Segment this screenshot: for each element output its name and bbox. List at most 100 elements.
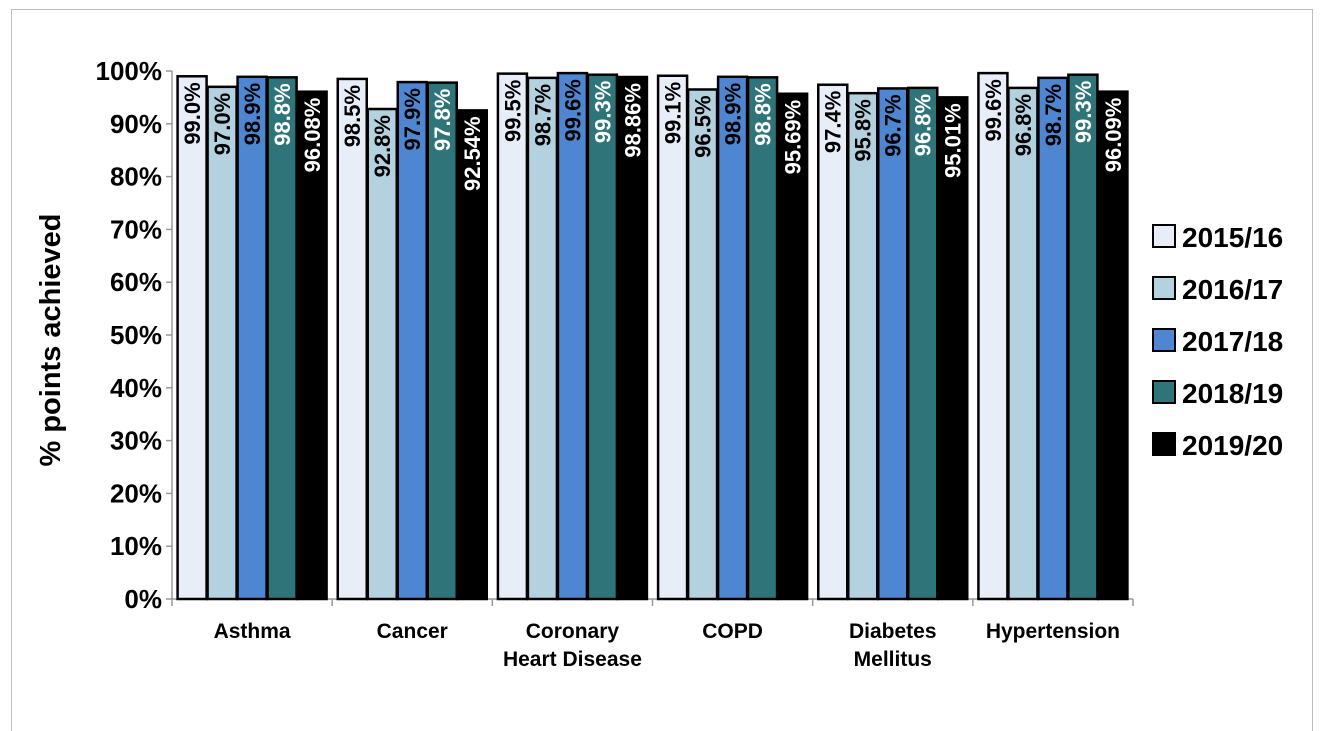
data-label: 95.69% bbox=[781, 100, 806, 175]
x-tick-label-line: Cancer bbox=[377, 620, 448, 643]
data-label: 92.8% bbox=[370, 115, 395, 177]
data-label: 98.86% bbox=[620, 83, 645, 158]
legend-swatch bbox=[1152, 276, 1176, 300]
y-tick-label: 60% bbox=[110, 267, 162, 297]
legend-label: 2018/19 bbox=[1182, 378, 1283, 409]
bar bbox=[1067, 73, 1099, 601]
data-label: 98.5% bbox=[340, 85, 365, 147]
legend-label: 2015/16 bbox=[1182, 222, 1283, 253]
bar bbox=[556, 71, 589, 601]
bar bbox=[847, 91, 879, 601]
data-label: 95.01% bbox=[941, 103, 966, 178]
bar bbox=[686, 88, 719, 601]
bar bbox=[746, 76, 779, 601]
y-tick-label: 70% bbox=[110, 214, 162, 244]
data-label: 96.5% bbox=[691, 95, 716, 157]
bar bbox=[236, 75, 268, 601]
x-tick-label: COPD bbox=[702, 620, 763, 643]
data-label: 99.3% bbox=[590, 81, 615, 143]
data-label: 97.0% bbox=[210, 93, 235, 155]
chart-frame bbox=[11, 9, 1313, 731]
data-label: 99.0% bbox=[180, 82, 205, 144]
bar bbox=[366, 107, 398, 601]
data-label: 96.8% bbox=[1011, 94, 1036, 156]
y-tick-label: 100% bbox=[96, 56, 163, 86]
data-label: 99.5% bbox=[500, 80, 525, 142]
legend-swatch bbox=[1152, 380, 1176, 404]
bar bbox=[937, 96, 969, 601]
bar bbox=[206, 85, 238, 601]
bar bbox=[656, 74, 689, 601]
data-label: 97.8% bbox=[430, 89, 455, 151]
bar bbox=[396, 80, 428, 601]
data-label: 99.6% bbox=[560, 79, 585, 141]
legend-label: 2016/17 bbox=[1182, 274, 1283, 305]
y-tick-label: 90% bbox=[110, 109, 162, 139]
x-tick-label-line: Hypertension bbox=[986, 620, 1120, 643]
x-tick-label: Asthma bbox=[214, 620, 291, 643]
data-labels: 99.0% 97.0% 98.9% 98.8% 96.08% 98.5% 92.8% 97.9… bbox=[180, 79, 1126, 191]
legend: 2015/16 2016/17 2017/18 2018/19 2019/20 bbox=[1152, 222, 1283, 461]
y-tick-label: 10% bbox=[110, 531, 162, 561]
x-tick-label: Cancer bbox=[377, 620, 448, 643]
data-label: 92.54% bbox=[460, 116, 485, 191]
x-tick-label-line: COPD bbox=[702, 620, 763, 643]
data-label: 99.3% bbox=[1071, 81, 1096, 143]
data-label: 98.7% bbox=[530, 84, 555, 146]
y-tick-label: 30% bbox=[110, 426, 162, 456]
data-label: 98.7% bbox=[1041, 84, 1066, 146]
x-tick-label-line: Coronary bbox=[526, 620, 620, 643]
data-label: 95.8% bbox=[851, 99, 876, 161]
bar bbox=[877, 87, 909, 601]
bar bbox=[296, 90, 328, 601]
bar bbox=[426, 81, 458, 601]
bar bbox=[336, 77, 368, 601]
bar bbox=[977, 71, 1009, 601]
bar bbox=[586, 73, 619, 601]
legend-label: 2017/18 bbox=[1182, 326, 1283, 357]
data-label: 99.1% bbox=[661, 82, 686, 144]
bar bbox=[907, 86, 939, 601]
x-tick-label-line: Asthma bbox=[214, 620, 291, 643]
bar bbox=[266, 76, 298, 601]
bar bbox=[176, 75, 208, 601]
legend-swatch bbox=[1152, 224, 1176, 248]
data-label: 98.9% bbox=[721, 83, 746, 145]
legend-label: 2019/20 bbox=[1182, 430, 1283, 461]
bar bbox=[716, 75, 749, 601]
bar bbox=[616, 75, 649, 601]
data-label: 96.7% bbox=[881, 94, 906, 156]
data-label: 96.09% bbox=[1101, 98, 1126, 173]
y-tick-label: 20% bbox=[110, 478, 162, 508]
data-label: 99.6% bbox=[981, 79, 1006, 141]
data-label: 98.8% bbox=[751, 83, 776, 145]
bar bbox=[1007, 86, 1039, 601]
bar bbox=[456, 109, 488, 601]
x-tick-label: Diabetes Mellitus bbox=[849, 620, 937, 671]
x-tick-label: Coronary Heart Disease bbox=[503, 620, 642, 671]
data-label: 98.8% bbox=[270, 83, 295, 145]
bar bbox=[776, 92, 809, 601]
bar bbox=[1097, 90, 1129, 601]
y-tick-label: 0% bbox=[124, 584, 162, 614]
y-tick-label: 80% bbox=[110, 162, 162, 192]
x-tick-label-line: Heart Disease bbox=[503, 648, 642, 671]
data-label: 96.08% bbox=[300, 98, 325, 173]
bars bbox=[176, 71, 1129, 601]
data-label: 96.8% bbox=[911, 94, 936, 156]
x-tick-label: Hypertension bbox=[986, 620, 1120, 643]
legend-swatch bbox=[1152, 328, 1176, 352]
bar bbox=[496, 72, 529, 601]
bar bbox=[817, 83, 849, 601]
axes: 0% 10% 20% 30% 40% 50% 60% 70% 80% 90% 100% Asthma C… bbox=[96, 56, 1134, 671]
data-label: 97.9% bbox=[400, 88, 425, 150]
data-label: 97.4% bbox=[821, 91, 846, 153]
y-tick-label: 50% bbox=[110, 320, 162, 350]
bar bbox=[526, 76, 559, 601]
y-axis-label: % points achieved bbox=[35, 213, 67, 466]
data-label: 98.9% bbox=[240, 83, 265, 145]
bar bbox=[1037, 76, 1069, 601]
x-tick-label-line: Diabetes bbox=[849, 620, 937, 643]
legend-swatch bbox=[1152, 432, 1176, 456]
